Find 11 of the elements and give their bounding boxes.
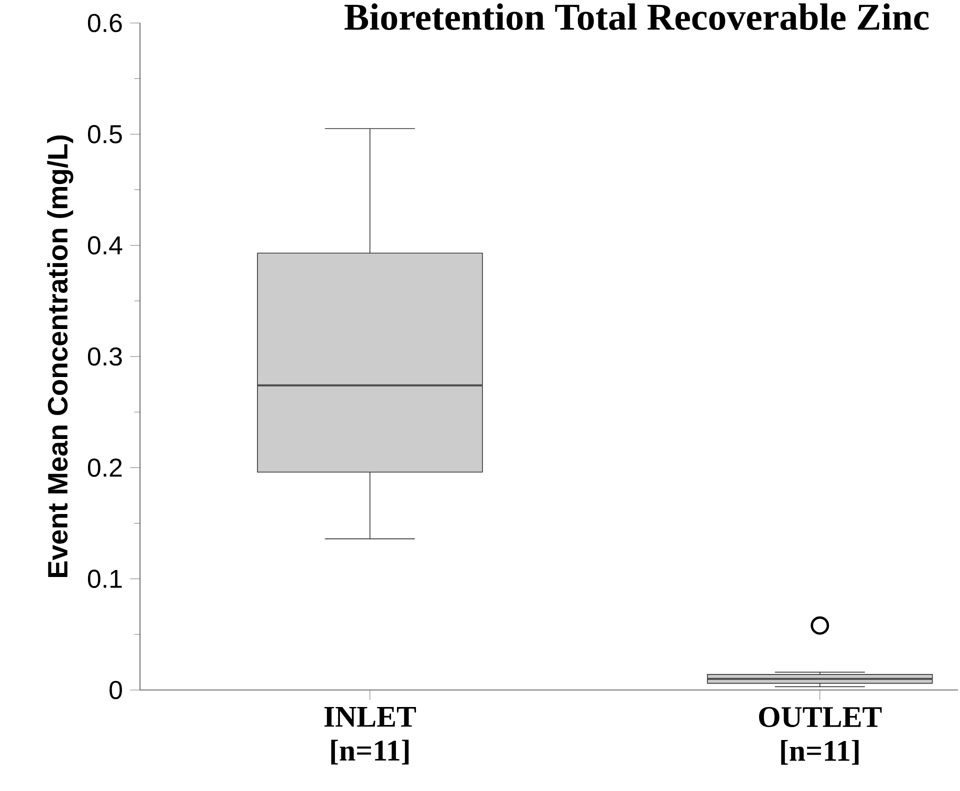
y-tick-label: 0.4 [88, 236, 122, 254]
y-tick-label: 0.3 [88, 347, 122, 366]
y-axis-title: Event Mean Concentration (mg/L) [47, 135, 74, 578]
x-tick-label: INLET [n=11] [324, 707, 416, 764]
y-tick-label: 0.2 [88, 458, 122, 477]
y-tick-label: 0.6 [88, 14, 122, 32]
y-tick-label: 0.5 [88, 124, 122, 144]
y-tick-label: 0 [110, 680, 122, 700]
y-tick-label: 0.1 [88, 570, 122, 588]
chart-title: Bioretention Total Recoverable Zinc [344, 3, 929, 30]
x-tick-label: OUTLET [n=11] [759, 707, 882, 765]
